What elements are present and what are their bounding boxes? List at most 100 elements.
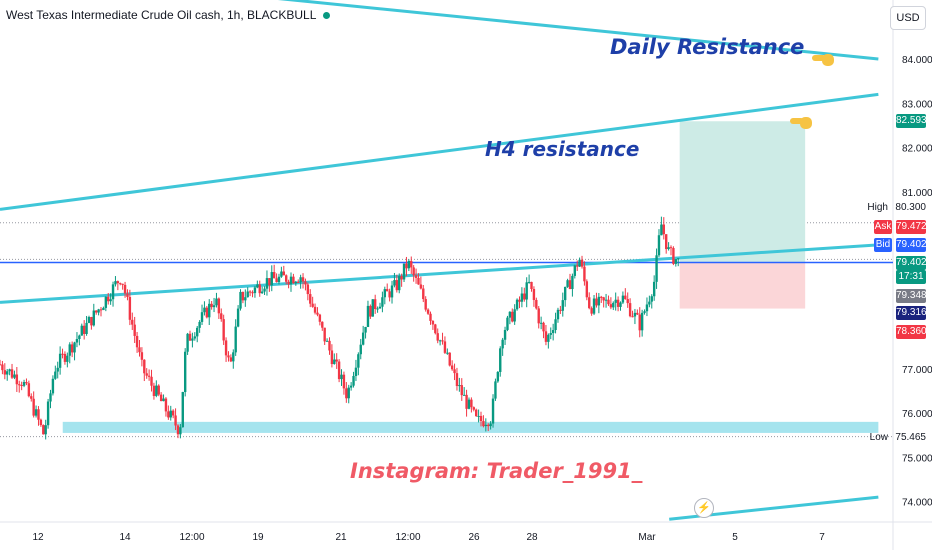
currency-button[interactable]: USD: [890, 6, 926, 30]
candle-body: [383, 289, 387, 298]
candle-body: [390, 285, 394, 298]
y-tick-label: 76.000: [902, 409, 932, 420]
candle-body: [402, 263, 406, 280]
candle-body: [70, 344, 74, 353]
candle-body: [1, 364, 4, 371]
candle-body: [171, 410, 175, 416]
x-tick-label: 19: [252, 532, 264, 543]
candle-body: [364, 326, 367, 333]
candle-body: [97, 309, 100, 313]
candle-body: [378, 306, 382, 309]
high-label: High: [867, 202, 888, 213]
h4-resistance-label: H4 resistance: [485, 137, 640, 161]
candle-body: [294, 282, 298, 284]
candle-body: [499, 348, 502, 372]
candle-body: [66, 355, 69, 362]
candle-body: [559, 309, 562, 311]
candle-body: [22, 382, 26, 386]
candle-body: [131, 319, 134, 325]
candle-body: [95, 310, 98, 313]
candle-body: [532, 289, 536, 300]
candle-body: [109, 299, 112, 302]
candle-body: [220, 313, 223, 320]
candle-body: [616, 299, 620, 307]
candle-body: [224, 340, 228, 356]
candle-body: [506, 317, 509, 330]
candle-body: [140, 352, 144, 360]
candle-body: [566, 280, 569, 287]
candle-body: [200, 312, 204, 322]
candle-body: [236, 308, 240, 327]
candle-body: [119, 283, 122, 285]
candle-body: [662, 224, 665, 235]
candle-body: [515, 299, 519, 310]
candle-body: [467, 399, 471, 409]
candle-body: [357, 354, 360, 368]
candle-body: [157, 385, 160, 395]
y-tick-label: 83.000: [902, 99, 932, 110]
candle-body: [32, 398, 35, 416]
candle-body: [580, 259, 584, 267]
candle-body: [443, 341, 447, 353]
candle-body: [73, 342, 76, 353]
candle-body: [530, 281, 533, 290]
candle-body: [544, 331, 548, 342]
candle-body: [330, 350, 334, 365]
candle-body: [568, 280, 572, 290]
countdown-tag: 17:31: [896, 270, 926, 284]
y-tick-label: 81.000: [902, 188, 932, 199]
candle-body: [535, 299, 538, 309]
candle-body: [640, 312, 644, 331]
candle-body: [90, 317, 93, 326]
x-tick-label: 28: [526, 532, 538, 543]
candle-body: [318, 314, 322, 322]
candle-body: [672, 248, 675, 264]
candle-body: [268, 278, 271, 286]
bid-label-tag: Bid: [874, 238, 892, 252]
candle-body: [455, 373, 459, 387]
ask-price-tag: 79.472: [896, 220, 927, 234]
lightning-icon[interactable]: ⚡: [694, 498, 714, 518]
candle-body: [8, 369, 11, 372]
candle-body: [162, 398, 165, 402]
candle-body: [386, 289, 389, 292]
candle-body: [333, 359, 336, 365]
chart-title-text: West Texas Intermediate Crude Oil cash, …: [6, 8, 316, 22]
candle-body: [309, 294, 312, 304]
candle-body: [49, 393, 52, 402]
candle-body: [135, 335, 139, 348]
candle-body: [489, 423, 492, 427]
candle-body: [369, 305, 372, 317]
candle-body: [313, 306, 317, 313]
candle-body: [13, 374, 16, 378]
candle-body: [479, 415, 483, 422]
red-price-tag: 78.360: [896, 325, 927, 339]
candle-body: [203, 307, 206, 313]
candle-body: [636, 312, 639, 315]
candle-body: [46, 401, 50, 426]
candle-body: [174, 415, 177, 426]
candle-body: [376, 308, 379, 310]
candle-body: [258, 284, 261, 294]
candle-body: [458, 385, 461, 387]
candle-body: [145, 373, 148, 376]
candle-body: [371, 299, 374, 317]
candle-body: [123, 284, 127, 294]
gray-price-tag: 79.348: [896, 289, 927, 303]
candle-body: [551, 330, 555, 334]
candle-body: [287, 281, 290, 285]
candle-body: [198, 321, 201, 328]
candle-body: [311, 303, 314, 307]
candle-body: [424, 299, 427, 310]
candle-body: [186, 333, 189, 352]
candle-body: [638, 314, 641, 331]
candle-body: [56, 367, 59, 372]
candle-body: [179, 427, 182, 435]
candle-body: [277, 276, 281, 283]
candle-body: [44, 425, 47, 435]
candle-body: [107, 296, 110, 302]
candle-body: [147, 375, 151, 377]
candle-body: [68, 344, 71, 356]
